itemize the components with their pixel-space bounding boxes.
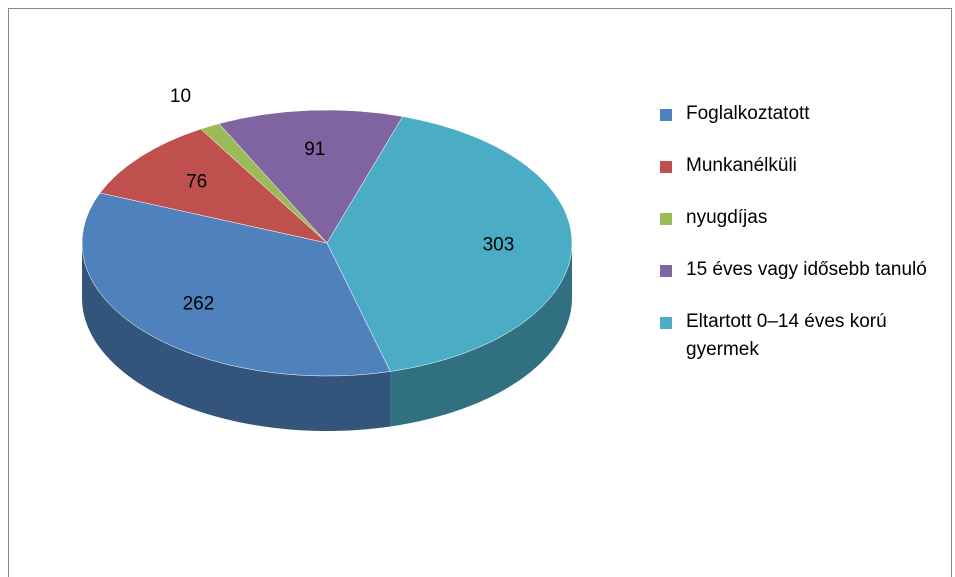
legend-swatch — [660, 213, 672, 225]
legend-swatch — [660, 161, 672, 173]
pie-side — [82, 243, 391, 431]
data-label: 10 — [170, 86, 191, 107]
legend: Foglalkoztatott Munkanélküli nyugdíjas 15 é… — [660, 100, 945, 388]
legend-swatch — [660, 265, 672, 277]
data-label: 91 — [304, 139, 325, 160]
legend-swatch — [660, 317, 672, 329]
legend-item: nyugdíjas — [660, 204, 945, 232]
chart-border — [8, 8, 952, 577]
pie-slice — [99, 128, 328, 244]
legend-label: Munkanélküli — [686, 155, 797, 176]
legend-label: Eltartott 0–14 éves korú gyermek — [686, 311, 887, 360]
pie-slice — [218, 109, 404, 244]
legend-label: Foglalkoztatott — [686, 103, 810, 124]
legend-label: nyugdíjas — [686, 207, 768, 228]
pie-side — [390, 243, 572, 427]
legend-item: 15 éves vagy idősebb tanuló — [660, 256, 945, 284]
data-label: 262 — [183, 294, 215, 315]
data-label: 303 — [483, 234, 515, 255]
data-label: 76 — [186, 171, 207, 192]
legend-item: Eltartott 0–14 éves korú gyermek — [660, 308, 945, 364]
legend-swatch — [660, 109, 672, 121]
legend-item: Foglalkoztatott — [660, 100, 945, 128]
pie-slice — [81, 192, 391, 377]
legend-label: 15 éves vagy idősebb tanuló — [686, 259, 927, 280]
pie-slice — [326, 116, 573, 372]
legend-item: Munkanélküli — [660, 152, 945, 180]
